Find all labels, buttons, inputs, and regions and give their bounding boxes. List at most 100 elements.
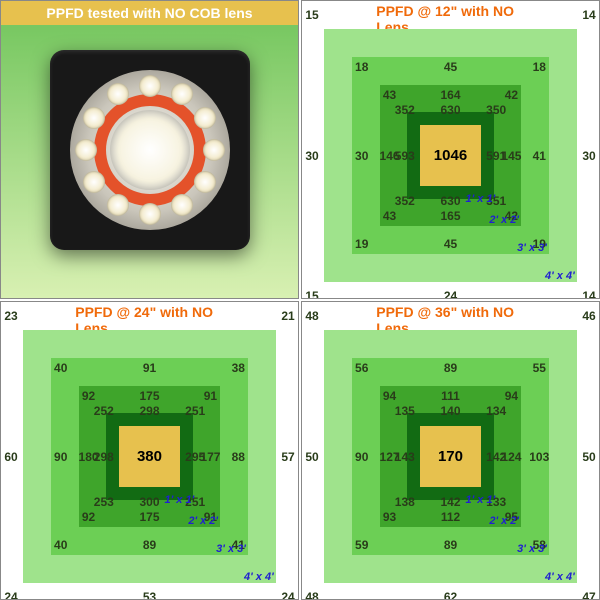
r3-tr: 38: [232, 361, 245, 375]
r3-tc: 91: [143, 361, 156, 375]
mini-led-icon: [83, 171, 105, 193]
r1-tc: 140: [440, 404, 460, 418]
r2-tr: 94: [505, 389, 518, 403]
r4-bl: 48: [305, 590, 318, 600]
r4-tl: 48: [305, 309, 318, 323]
r2-mr: 145: [501, 149, 521, 163]
r4-tl: 15: [305, 8, 318, 22]
r1-bc: 630: [440, 194, 460, 208]
r2-ml: 146: [380, 149, 400, 163]
r4-mr: 57: [281, 450, 294, 464]
r3-bc: 89: [143, 538, 156, 552]
r3-ml: 30: [355, 149, 368, 163]
dim-3: 3' x 3': [517, 242, 547, 254]
r4-br: 14: [582, 289, 595, 299]
r3-bc: 45: [444, 237, 457, 251]
r2-tr: 42: [505, 88, 518, 102]
r3-tc: 45: [444, 60, 457, 74]
r4-mr: 30: [582, 149, 595, 163]
mini-led-icon: [139, 75, 161, 97]
mini-led-icon: [83, 107, 105, 129]
r4-ml: 60: [4, 450, 17, 464]
product-panel: PPFD tested with NO COB lens: [0, 0, 299, 299]
r4-bl: 24: [4, 590, 17, 600]
r1-tr: 251: [185, 404, 205, 418]
main-title: PPFD tested with NO COB lens: [1, 1, 298, 25]
dim-4: 4' x 4': [244, 571, 274, 583]
dim-2: 2' x 2': [188, 515, 218, 527]
heatmap-36: PPFD @ 36" with NO Lens17013514013414314…: [301, 301, 600, 600]
mini-led-icon: [171, 83, 193, 105]
dim-1: 1' x 1': [466, 494, 496, 506]
mini-led-icon: [139, 203, 161, 225]
r3-mr: 103: [529, 450, 549, 464]
r4-bc: 53: [143, 590, 156, 600]
r3-tr: 18: [533, 60, 546, 74]
heatmap-center-value: 170: [420, 426, 480, 486]
r3-tc: 89: [444, 361, 457, 375]
dim-4: 4' x 4': [545, 571, 575, 583]
r2-bc: 112: [441, 510, 460, 524]
r2-bl: 92: [82, 510, 95, 524]
heatmap-center-value: 380: [119, 426, 179, 486]
r4-bc: 24: [444, 289, 457, 299]
dim-3: 3' x 3': [517, 543, 547, 555]
light-body: [50, 50, 250, 250]
r1-bc: 142: [440, 495, 460, 509]
r4-bl: 15: [305, 289, 318, 299]
r3-ml: 90: [54, 450, 67, 464]
mini-led-icon: [107, 83, 129, 105]
r4-tr: 14: [582, 8, 595, 22]
r1-tl: 352: [395, 103, 415, 117]
mini-led-icon: [203, 139, 225, 161]
r1-bl: 253: [94, 495, 114, 509]
r1-tl: 252: [94, 404, 114, 418]
r1-tr: 350: [486, 103, 506, 117]
heatmap-center-value: 1046: [420, 125, 480, 185]
dim-3: 3' x 3': [216, 543, 246, 555]
r3-mr: 88: [232, 450, 245, 464]
heatmap-12: PPFD @ 12" with NO Lens10463526303505935…: [301, 0, 600, 299]
r4-tr: 46: [582, 309, 595, 323]
r2-tr: 91: [204, 389, 217, 403]
dim-2: 2' x 2': [489, 214, 519, 226]
r3-tl: 56: [355, 361, 368, 375]
r2-bl: 43: [383, 209, 396, 223]
r3-tl: 40: [54, 361, 67, 375]
r2-tl: 92: [82, 389, 95, 403]
r4-tr: 21: [281, 309, 294, 323]
r2-tc: 111: [441, 389, 460, 403]
r2-tl: 43: [383, 88, 396, 102]
dim-1: 1' x 1': [165, 494, 195, 506]
cob-led: [110, 110, 190, 190]
r3-bl: 40: [54, 538, 67, 552]
r1-bl: 138: [395, 495, 415, 509]
heatmap-24: PPFD @ 24" with NO Lens38025229825129829…: [0, 301, 299, 600]
r1-tl: 135: [395, 404, 415, 418]
r2-tl: 94: [383, 389, 396, 403]
dim-4: 4' x 4': [545, 270, 575, 282]
r2-bc: 165: [440, 209, 460, 223]
dim-1: 1' x 1': [466, 193, 496, 205]
r2-tc: 164: [440, 88, 460, 102]
r2-bl: 93: [383, 510, 396, 524]
r3-tl: 18: [355, 60, 368, 74]
r2-mr: 177: [200, 450, 220, 464]
r2-bc: 175: [139, 510, 159, 524]
r1-tr: 134: [486, 404, 506, 418]
r4-br: 47: [582, 590, 595, 600]
r3-bl: 59: [355, 538, 368, 552]
r1-bc: 300: [139, 495, 159, 509]
r2-ml: 180: [79, 450, 99, 464]
r3-bc: 89: [444, 538, 457, 552]
r2-ml: 127: [380, 450, 400, 464]
r4-br: 24: [281, 590, 294, 600]
mini-led-icon: [75, 139, 97, 161]
r3-bl: 19: [355, 237, 368, 251]
r4-ml: 50: [305, 450, 318, 464]
r1-tc: 298: [139, 404, 159, 418]
r2-mr: 124: [501, 450, 521, 464]
r2-tc: 175: [139, 389, 159, 403]
r1-tc: 630: [440, 103, 460, 117]
r3-tr: 55: [533, 361, 546, 375]
